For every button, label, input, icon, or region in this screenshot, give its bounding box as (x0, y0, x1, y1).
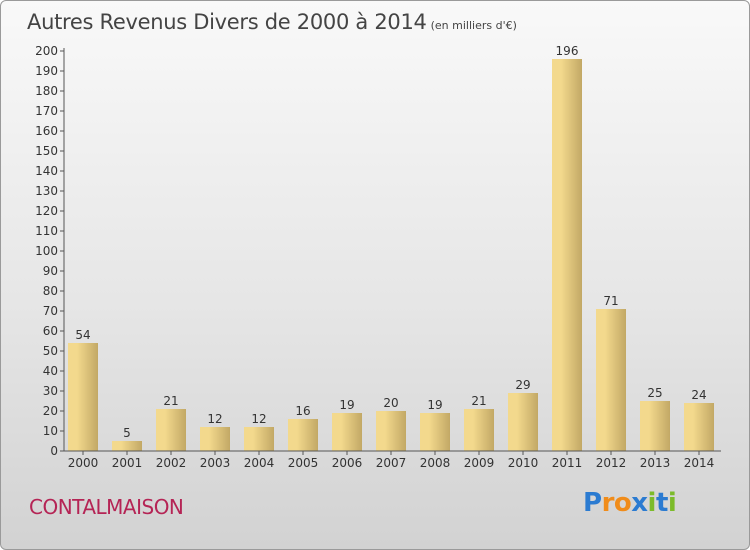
x-tick-label: 2012 (596, 456, 627, 470)
y-tick-label: 80 (43, 284, 58, 298)
chart-title: Autres Revenus Divers de 2000 à 2014 (en … (27, 10, 517, 34)
bar (376, 411, 406, 451)
bar (112, 441, 142, 451)
x-tick-label: 2001 (112, 456, 143, 470)
bar-value-label: 24 (691, 388, 706, 402)
logo-letter: i (667, 488, 677, 518)
x-tick-label: 2002 (156, 456, 187, 470)
bar (156, 409, 186, 451)
y-tick-label: 40 (43, 364, 58, 378)
bar (288, 419, 318, 451)
x-tick-label: 2004 (244, 456, 275, 470)
bar-value-label: 196 (556, 44, 579, 58)
y-tick-label: 150 (35, 144, 58, 158)
y-tick-label: 70 (43, 304, 58, 318)
logo-letter: r (601, 488, 615, 518)
x-tick-label: 2013 (640, 456, 671, 470)
bar-value-label: 19 (339, 398, 354, 412)
bar-value-label: 20 (383, 396, 398, 410)
y-axis: 0 10 20 30 40 50 60 70 80 90 100 110 120 130 140 150 160… (35, 44, 65, 458)
y-tick-label: 110 (35, 224, 58, 238)
logo-letter: i (647, 488, 657, 518)
y-tick-label: 0 (50, 444, 58, 458)
commune-name: CONTALMAISON (29, 495, 184, 519)
x-tick-label: 2014 (684, 456, 715, 470)
logo-letter: o (613, 488, 632, 518)
bar (552, 59, 582, 451)
bar-value-label: 21 (163, 394, 178, 408)
bar (200, 427, 230, 451)
y-tick-label: 130 (35, 184, 58, 198)
bar (244, 427, 274, 451)
bar-value-label: 21 (471, 394, 486, 408)
bar-value-label: 71 (603, 294, 618, 308)
y-tick-label: 90 (43, 264, 58, 278)
x-tick-label: 2011 (552, 456, 583, 470)
x-tick-label: 2000 (68, 456, 99, 470)
y-tick-label: 160 (35, 124, 58, 138)
bar (640, 401, 670, 451)
x-tick-label: 2007 (376, 456, 407, 470)
x-tick-label: 2009 (464, 456, 495, 470)
bar (508, 393, 538, 451)
y-tick-label: 200 (35, 44, 58, 58)
y-tick-label: 190 (35, 64, 58, 78)
bar-value-label: 25 (647, 386, 662, 400)
x-axis: 2000 2001 2002 2003 2004 2005 2006 2007 2008 2009… (64, 450, 721, 470)
y-tick-label: 30 (43, 384, 58, 398)
bar-value-label: 5 (123, 426, 131, 440)
y-tick-label: 170 (35, 104, 58, 118)
bar (332, 413, 362, 451)
y-tick-label: 20 (43, 404, 58, 418)
y-tick-label: 60 (43, 324, 58, 338)
chart-subtitle: (en milliers d'€) (430, 19, 517, 32)
bar-value-label: 16 (295, 404, 310, 418)
logo-letter: t (655, 488, 668, 518)
bar (684, 403, 714, 451)
bar-value-label: 12 (207, 412, 222, 426)
logo-letter: P (583, 488, 602, 518)
y-tick-label: 100 (35, 244, 58, 258)
x-tick-label: 2006 (332, 456, 363, 470)
logo-letter: x (631, 488, 648, 518)
x-tick-label: 2008 (420, 456, 451, 470)
y-tick-label: 10 (43, 424, 58, 438)
bar-value-label: 29 (515, 378, 530, 392)
proxiti-logo: Proxiti (583, 488, 677, 518)
bars: 54 5 21 12 12 16 19 20 19 21 29 196 71 25 24 (68, 44, 714, 451)
bar (420, 413, 450, 451)
x-tick-label: 2003 (200, 456, 231, 470)
bar-value-label: 19 (427, 398, 442, 412)
bar-value-label: 54 (75, 328, 90, 342)
bar-value-label: 12 (251, 412, 266, 426)
y-tick-label: 180 (35, 84, 58, 98)
y-tick-label: 140 (35, 164, 58, 178)
bar (68, 343, 98, 451)
y-tick-label: 120 (35, 204, 58, 218)
x-tick-label: 2010 (508, 456, 539, 470)
bar (596, 309, 626, 451)
y-tick-label: 50 (43, 344, 58, 358)
x-tick-label: 2005 (288, 456, 319, 470)
chart-title-text: Autres Revenus Divers de 2000 à 2014 (27, 10, 427, 34)
bar (464, 409, 494, 451)
